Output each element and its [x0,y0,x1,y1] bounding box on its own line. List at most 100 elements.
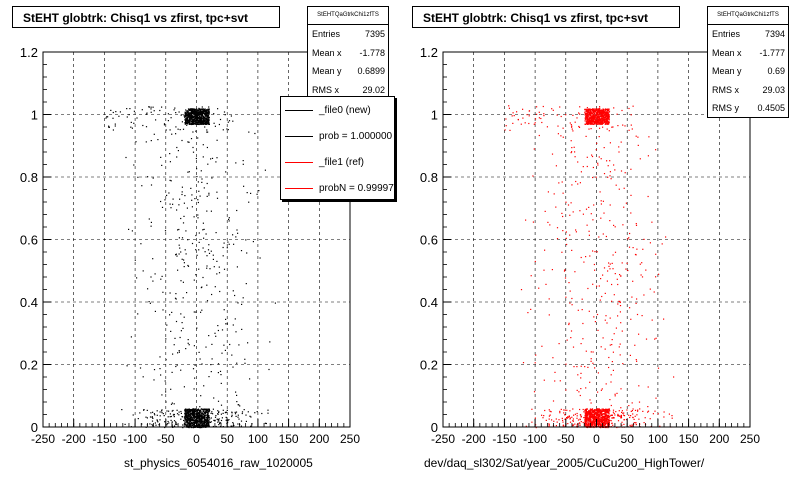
data-point [218,424,220,426]
data-point [602,122,604,125]
data-point [191,117,193,119]
data-point [184,122,186,124]
data-point [589,420,591,422]
data-point [176,364,178,366]
data-point [248,201,250,203]
data-point [609,317,611,319]
data-point [586,425,588,427]
data-point [201,363,203,365]
data-point [223,242,225,244]
data-point [584,414,586,416]
y-tick-label: 0.8 [20,170,38,185]
data-point [196,410,198,412]
data-point [246,252,248,254]
data-points [105,106,276,429]
data-point [594,119,597,121]
data-point [201,121,203,123]
stats-meanx-label: Mean x [712,47,742,58]
data-point [621,424,623,426]
data-point [566,409,568,411]
data-point [593,115,595,117]
data-point [190,108,192,110]
data-point [172,198,174,200]
data-point [608,116,610,118]
data-point [187,117,189,119]
data-point [152,417,154,419]
data-point [605,121,607,123]
data-point [203,119,206,122]
data-point [196,168,198,170]
data-point [195,408,197,410]
x-tick-label: -50 [157,432,175,446]
data-point [141,423,143,425]
data-point [571,297,573,300]
data-point [589,112,592,114]
y-tick-label: 1 [431,108,438,123]
data-point [192,413,194,415]
data-point [625,268,627,270]
data-point [197,112,200,114]
data-point [207,417,209,419]
stats-meany-label: Mean y [312,66,342,76]
data-point [183,115,185,117]
data-point [239,405,241,407]
data-point [587,122,589,124]
data-point [635,359,637,361]
data-point [203,385,205,387]
data-point [205,119,208,121]
data-point [223,111,226,113]
data-point [114,125,116,127]
data-point [160,156,162,158]
data-point [612,409,615,411]
data-point [598,423,600,425]
legend-swatch [285,161,313,163]
data-point [593,425,595,427]
data-point [133,122,135,124]
x-tick-label: -50 [557,432,575,446]
data-point [199,417,201,419]
data-point [606,110,609,112]
data-point [657,413,659,415]
data-point [238,418,240,420]
data-point [233,424,235,427]
data-point [631,128,633,130]
data-point [594,411,596,413]
data-point [184,412,186,415]
data-point [181,258,183,260]
data-point [600,123,603,125]
data-point [565,201,567,203]
data-point [591,112,593,114]
data-point [192,146,194,149]
data-point [197,418,200,420]
data-point [569,421,572,423]
data-point [593,110,595,112]
data-point [214,286,216,288]
data-point [161,106,163,108]
data-point [600,116,602,118]
data-point [195,123,198,125]
data-point [175,422,177,424]
data-point [602,115,605,117]
data-point [196,425,198,427]
data-point [246,192,248,194]
data-point [236,401,238,403]
data-point [204,119,206,121]
data-point [189,416,191,418]
data-point [151,423,153,426]
data-point [600,121,603,123]
data-point [193,410,195,412]
data-point [627,269,629,272]
data-point [587,109,589,111]
data-point [190,418,192,420]
data-point [522,362,525,364]
data-point [201,115,203,117]
data-point [601,413,603,415]
data-point [598,424,600,426]
data-point [187,122,189,124]
data-point [598,423,600,425]
data-point [634,415,636,417]
data-point [197,421,200,423]
data-point [594,120,596,122]
data-point [124,423,126,425]
data-point [601,118,603,120]
